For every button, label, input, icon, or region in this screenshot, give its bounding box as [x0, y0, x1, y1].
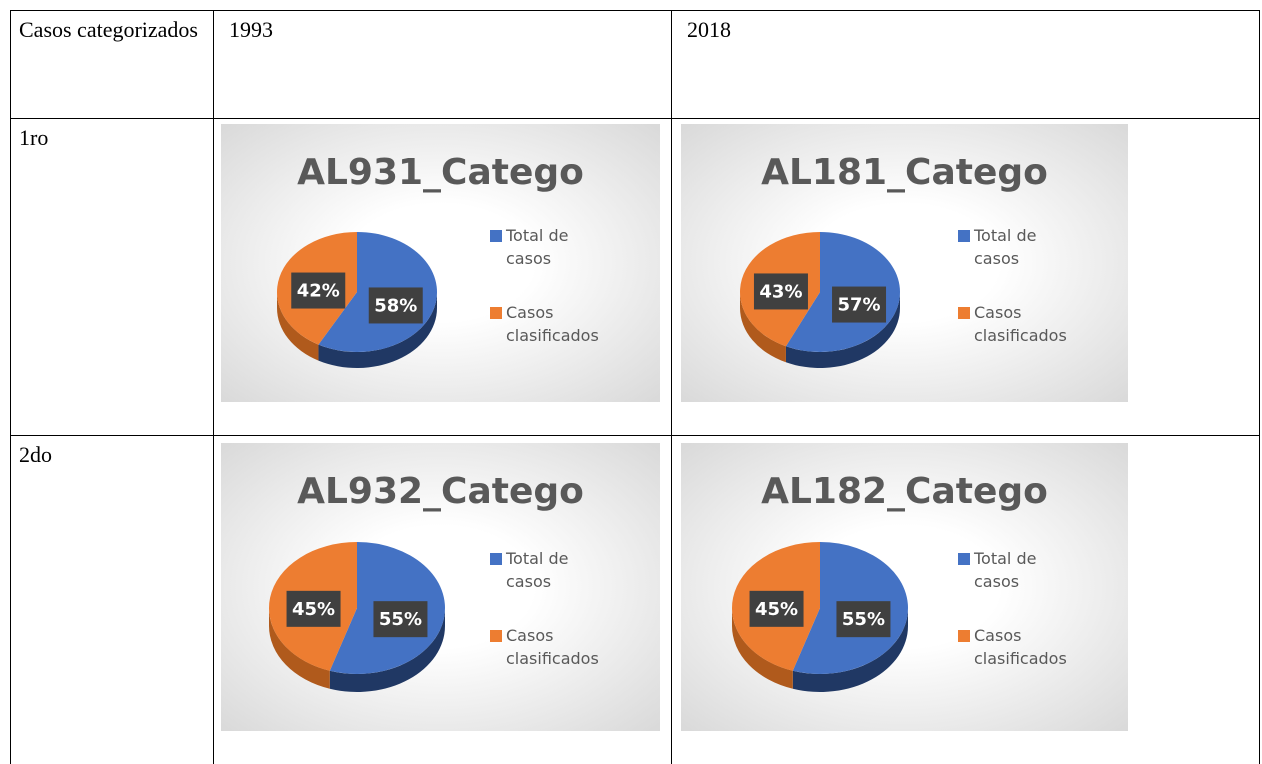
legend-item: Casos clasificados: [958, 301, 1074, 347]
pie: 55% 45%: [268, 542, 445, 692]
pie-side: [318, 292, 437, 368]
pie-chart: AL182_Catego 55% 45% Total de casos Casos cl…: [681, 443, 1128, 731]
data-label-box: [373, 601, 428, 638]
legend-item: Casos clasificados: [958, 624, 1074, 670]
legend-item: Total de casos: [490, 224, 606, 270]
pie-chart: AL931_Catego 58% 42% Total de casos Casos cl…: [221, 124, 660, 402]
legend-label: Casos clasificados: [506, 626, 599, 668]
chart-title: AL181_Catego: [761, 152, 1048, 193]
table-border: [10, 118, 1260, 119]
pie-side: [269, 608, 330, 689]
pie-side: [792, 608, 908, 692]
legend-swatch: [490, 553, 502, 565]
legend-label: Total de casos: [974, 226, 1037, 268]
table-border: [10, 10, 1260, 11]
data-label: 55%: [379, 609, 422, 630]
legend-swatch: [958, 230, 970, 242]
chart-title: AL932_Catego: [297, 471, 584, 512]
legend-label: Total de casos: [506, 226, 569, 268]
legend-item: Casos clasificados: [490, 624, 606, 670]
pie: 57% 43%: [740, 232, 900, 368]
chart-title: AL931_Catego: [297, 152, 584, 193]
legend-item: Total de casos: [490, 547, 606, 593]
data-label: 42%: [297, 281, 340, 302]
pie: 58% 42%: [276, 232, 437, 368]
header-cell: Casos categorizados: [19, 17, 198, 42]
header-cell: 1993: [229, 17, 273, 42]
legend-item: Casos clasificados: [490, 301, 606, 347]
pie: 55% 45%: [731, 542, 908, 692]
data-label: 55%: [842, 609, 885, 630]
data-label-box: [832, 286, 887, 323]
data-label-box: [836, 601, 891, 638]
data-label: 43%: [759, 281, 802, 302]
pie-side: [740, 292, 786, 363]
legend-swatch: [490, 307, 502, 319]
pie-side: [732, 608, 793, 689]
table-border: [10, 435, 1260, 436]
legend-label: Total de casos: [974, 549, 1037, 591]
legend-swatch: [490, 230, 502, 242]
data-label-box: [368, 287, 423, 324]
legend-label: Casos clasificados: [506, 303, 599, 345]
pie-side: [329, 608, 445, 692]
legend-label: Casos clasificados: [974, 626, 1067, 668]
table-border: [213, 10, 214, 764]
header-cell: 2018: [687, 17, 731, 42]
pie-chart: AL181_Catego 57% 43% Total de casos Casos cl…: [681, 124, 1128, 402]
legend-label: Total de casos: [506, 549, 569, 591]
legend-swatch: [958, 307, 970, 319]
legend-item: Total de casos: [958, 224, 1074, 270]
data-label-box: [749, 590, 804, 627]
data-label-box: [291, 272, 346, 309]
pie-side: [277, 292, 319, 361]
legend-swatch: [958, 630, 970, 642]
legend-label: Casos clasificados: [974, 303, 1067, 345]
data-label-box: [753, 273, 808, 310]
data-label: 57%: [837, 295, 880, 316]
chart-title: AL182_Catego: [761, 471, 1048, 512]
legend-item: Total de casos: [958, 547, 1074, 593]
table-border: [1259, 10, 1260, 764]
data-label: 45%: [292, 599, 335, 620]
row-label: 1ro: [19, 125, 49, 150]
pie-side: [785, 292, 900, 368]
table-border: [671, 10, 672, 764]
pie-chart: AL932_Catego 55% 45% Total de casos Casos cl…: [221, 443, 660, 731]
data-label-box: [286, 590, 341, 627]
row-label: 2do: [19, 442, 52, 467]
table-border: [10, 10, 11, 764]
legend-swatch: [958, 553, 970, 565]
legend-swatch: [490, 630, 502, 642]
data-label: 58%: [374, 295, 417, 316]
data-label: 45%: [755, 599, 798, 620]
